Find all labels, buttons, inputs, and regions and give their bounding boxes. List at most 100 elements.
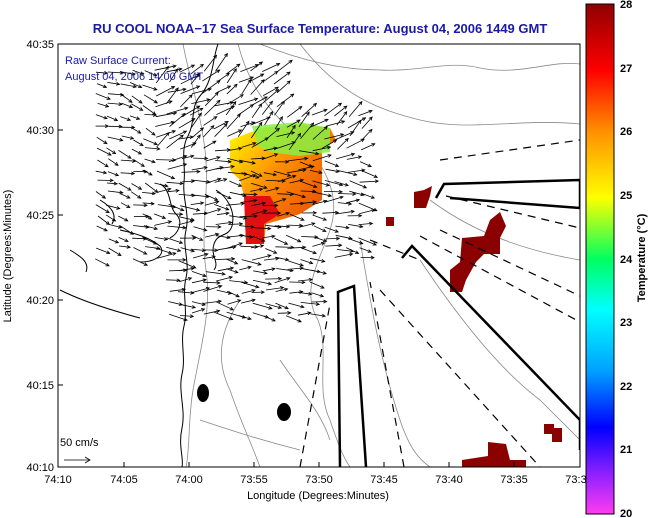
current-vector [215, 160, 232, 163]
current-vector-head [153, 72, 158, 77]
current-vector-head [299, 263, 304, 267]
current-vector-head [226, 148, 232, 152]
current-vector [190, 194, 209, 198]
current-vector-head [183, 268, 188, 273]
current-vector [311, 292, 324, 297]
current-vector-head [190, 266, 195, 271]
current-vector [250, 61, 263, 72]
x-tick-label: 74:05 [110, 474, 138, 486]
current-vector [142, 237, 157, 245]
current-vector [349, 180, 367, 189]
current-vector [215, 301, 234, 311]
current-vector [178, 220, 194, 226]
current-vector-head [182, 130, 188, 135]
current-vector [361, 129, 373, 141]
current-vector [312, 154, 332, 162]
current-vector [311, 301, 327, 303]
current-vector-head [216, 80, 221, 84]
current-vector [250, 79, 265, 95]
current-vector [361, 116, 373, 129]
current-vector [203, 140, 216, 149]
current-vector-head [167, 187, 172, 192]
current-vector [262, 63, 280, 72]
current-vector [226, 68, 237, 84]
current-vector-head [285, 257, 290, 262]
current-vector-head [217, 225, 222, 229]
current-vector [203, 310, 220, 315]
current-vector [133, 139, 144, 146]
current-vector [250, 122, 263, 139]
current-vector-head [238, 222, 244, 226]
current-vector [169, 288, 186, 292]
current-vector [346, 138, 365, 149]
current-vector [131, 148, 142, 155]
current-vector [239, 215, 258, 218]
current-vector [190, 202, 204, 205]
current-vector-head [230, 105, 236, 110]
current-vector-head [200, 308, 206, 312]
current-vector [325, 244, 342, 247]
current-vector [190, 72, 201, 85]
current-vector [335, 234, 352, 240]
current-vector [300, 302, 320, 305]
current-vector [337, 138, 349, 150]
current-vector [337, 170, 357, 176]
current-vector-head [190, 64, 196, 69]
current-vector-head [218, 284, 223, 289]
current-vector [205, 156, 220, 162]
current-vector-head [156, 146, 161, 151]
x-tick-label: 74:10 [44, 474, 72, 486]
current-vector-head [216, 69, 221, 74]
dashed-lanes [299, 139, 580, 467]
current-vector-head [217, 208, 222, 212]
current-vector-head [140, 163, 145, 167]
current-vector-head [271, 318, 276, 322]
current-vector-head [249, 104, 255, 108]
current-vector [168, 269, 187, 272]
current-vector-head [359, 224, 364, 229]
current-vector-head [151, 191, 157, 196]
current-vector [286, 191, 306, 198]
current-vector [166, 190, 179, 193]
current-vector-head [358, 100, 363, 106]
current-vector [203, 116, 218, 126]
current-vector-head [201, 248, 207, 253]
current-vector [131, 95, 143, 104]
current-vector-head [128, 99, 133, 103]
current-vector [337, 193, 356, 195]
current-vector [216, 212, 229, 216]
current-vector-head [102, 84, 108, 88]
current-vector [95, 93, 111, 100]
current-vector-head [161, 215, 167, 219]
current-vector-head [338, 243, 343, 248]
current-vector-head [261, 201, 267, 206]
current-vector [178, 194, 195, 196]
current-vector-head [138, 84, 143, 88]
current-vector-head [275, 89, 280, 93]
current-vector [288, 260, 304, 267]
current-vector-head [286, 224, 291, 229]
current-vector [191, 301, 206, 306]
current-vector-head [172, 252, 177, 256]
colorbar-tick: 27 [620, 63, 632, 75]
annotation-current-label: Raw Surface Current: [65, 55, 171, 67]
current-vector [324, 226, 339, 233]
current-vector-head [247, 265, 252, 270]
current-vector-head [339, 195, 344, 200]
current-vector [311, 269, 327, 274]
current-vector [181, 155, 194, 160]
current-vector-head [212, 140, 217, 145]
current-vector-head [225, 211, 230, 216]
current-vector-head [165, 131, 170, 137]
current-vector-head [225, 72, 230, 77]
current-vector-head [238, 146, 243, 151]
current-vector-head [224, 52, 228, 58]
current-vector-head [323, 299, 328, 304]
current-vector [190, 134, 201, 148]
current-vector [359, 161, 372, 167]
current-vector [214, 311, 233, 320]
current-vector-head [205, 194, 210, 199]
current-vector-head [199, 237, 204, 241]
current-vector-head [310, 165, 315, 169]
current-vector-head [301, 194, 307, 199]
